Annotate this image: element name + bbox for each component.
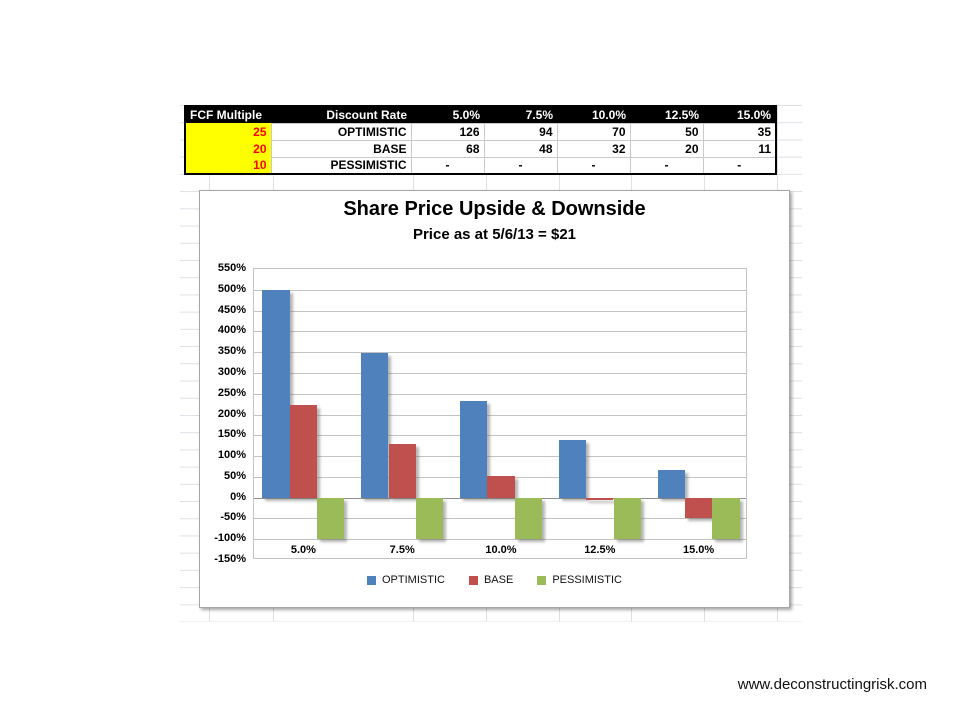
bar-base-10.0% — [487, 476, 515, 498]
bar-optimistic-7.5% — [361, 352, 389, 498]
value-cell: 32 — [556, 139, 631, 158]
y-axis-tick-label: -100% — [214, 532, 246, 545]
y-gridline — [254, 414, 746, 416]
y-axis-tick-label: -150% — [214, 553, 246, 565]
bar-base-12.5% — [586, 497, 614, 500]
value-cell: 94 — [483, 122, 558, 141]
x-axis-category-label: 12.5% — [584, 544, 616, 557]
table-row-pessimistic: 10 PESSIMISTIC - - - - - — [185, 156, 777, 175]
y-axis: 550% 500% 450% 400% 350% 300% 250% 200% 150% 100%… — [200, 191, 248, 607]
bar-pessimistic-12.5% — [613, 497, 641, 540]
value-cell: 35 — [702, 122, 777, 141]
legend-swatch-icon — [367, 575, 376, 585]
x-axis-category-label: 5.0% — [290, 544, 316, 557]
bar-optimistic-15.0% — [657, 469, 685, 498]
y-gridline — [254, 372, 746, 374]
table-header-row: FCF Multiple Discount Rate 5.0% 7.5% 10.… — [185, 106, 776, 123]
chart-legend: OPTIMISTIC BASE PESSIMISTIC — [200, 574, 789, 586]
table-row-optimistic: 25 OPTIMISTIC 126 94 70 50 35 — [185, 122, 777, 141]
value-cell: 68 — [410, 139, 485, 158]
column-header-fcf-multiple: FCF Multiple — [185, 106, 271, 123]
y-axis-tick-label: 500% — [217, 282, 246, 295]
y-axis-tick-label: 200% — [217, 407, 246, 420]
bar-pessimistic-5.0% — [317, 497, 345, 540]
y-gridline — [254, 331, 746, 333]
y-gridline — [254, 393, 746, 395]
legend-item-pessimistic: PESSIMISTIC — [537, 574, 622, 586]
y-gridline — [254, 456, 746, 458]
bar-optimistic-12.5% — [558, 440, 587, 498]
x-axis-category-label: 10.0% — [485, 544, 517, 557]
chart-title: Share Price Upside & Downside — [343, 198, 646, 220]
y-axis-tick-label: 400% — [217, 324, 246, 337]
bar-pessimistic-7.5% — [415, 497, 444, 540]
bar-base-7.5% — [388, 444, 416, 498]
fcf-multiple-cell: 25 — [185, 123, 271, 140]
y-axis-tick-label: 350% — [217, 345, 246, 358]
bar-base-5.0% — [289, 404, 318, 498]
legend-label: PESSIMISTIC — [552, 574, 622, 586]
value-cell: 126 — [410, 122, 485, 141]
column-header-discount-rate: Discount Rate — [271, 106, 411, 123]
x-axis-category-label: 15.0% — [682, 544, 715, 557]
y-axis-tick-label: 300% — [217, 365, 246, 378]
bar-pessimistic-10.0% — [514, 497, 543, 540]
sensitivity-table: FCF Multiple Discount Rate 5.0% 7.5% 10.… — [184, 105, 777, 175]
bar-optimistic-10.0% — [459, 400, 488, 498]
fcf-multiple-cell: 10 — [185, 157, 271, 174]
value-cell: 48 — [483, 139, 558, 158]
y-axis-tick-label: 550% — [217, 262, 246, 274]
value-cell: 70 — [556, 122, 631, 141]
y-axis-tick-label: -50% — [220, 511, 246, 524]
y-axis-tick-label: 50% — [223, 469, 246, 482]
plot-area: 5.0% 7.5% 10.0% 12.5% 15.0% — [253, 268, 747, 559]
value-cell: - — [556, 156, 631, 175]
scenario-cell: PESSIMISTIC — [270, 156, 412, 175]
value-cell: 20 — [629, 139, 704, 158]
value-cell: - — [629, 156, 704, 175]
legend-label: BASE — [483, 574, 514, 586]
y-gridline — [254, 310, 746, 312]
bar-chart: Share Price Upside & Downside Price as a… — [199, 190, 790, 608]
legend-label: OPTIMISTIC — [382, 574, 445, 586]
bar-optimistic-5.0% — [262, 289, 290, 498]
y-gridline — [254, 435, 746, 437]
legend-item-base: BASE — [468, 574, 514, 586]
column-header-7.5pct: 7.5% — [484, 106, 557, 123]
scenario-cell: OPTIMISTIC — [270, 122, 412, 141]
column-header-5pct: 5.0% — [411, 106, 484, 123]
y-axis-tick-label: 100% — [217, 449, 246, 462]
y-axis-tick-label: 250% — [217, 386, 246, 399]
value-cell: - — [702, 156, 777, 175]
y-gridline — [254, 289, 746, 291]
y-axis-tick-label: 150% — [217, 428, 246, 441]
y-axis-tick-label: 0% — [230, 490, 246, 503]
fcf-multiple-cell: 20 — [185, 140, 271, 157]
y-gridline — [254, 539, 746, 541]
legend-swatch-icon — [468, 575, 478, 585]
y-gridline — [254, 352, 746, 354]
value-cell: 11 — [702, 139, 777, 158]
scenario-cell: BASE — [270, 139, 412, 158]
y-axis-tick-label: 450% — [217, 303, 246, 316]
zero-axis-line — [254, 497, 746, 499]
bar-base-15.0% — [684, 497, 713, 518]
footer-website-url: www.deconstructingrisk.com — [737, 676, 927, 693]
legend-item-optimistic: OPTIMISTIC — [367, 574, 445, 586]
value-cell: 50 — [629, 122, 704, 141]
bar-pessimistic-15.0% — [712, 497, 740, 540]
value-cell: - — [483, 156, 558, 175]
x-axis-category-label: 7.5% — [389, 544, 415, 557]
legend-swatch-icon — [537, 575, 547, 585]
y-gridline — [254, 518, 746, 520]
table-row-base: 20 BASE 68 48 32 20 11 — [185, 139, 777, 158]
column-header-15pct: 15.0% — [703, 106, 776, 123]
chart-subtitle: Price as at 5/6/13 = $21 — [412, 226, 577, 243]
value-cell: - — [410, 156, 485, 175]
column-header-12.5pct: 12.5% — [630, 106, 703, 123]
column-header-10pct: 10.0% — [557, 106, 630, 123]
